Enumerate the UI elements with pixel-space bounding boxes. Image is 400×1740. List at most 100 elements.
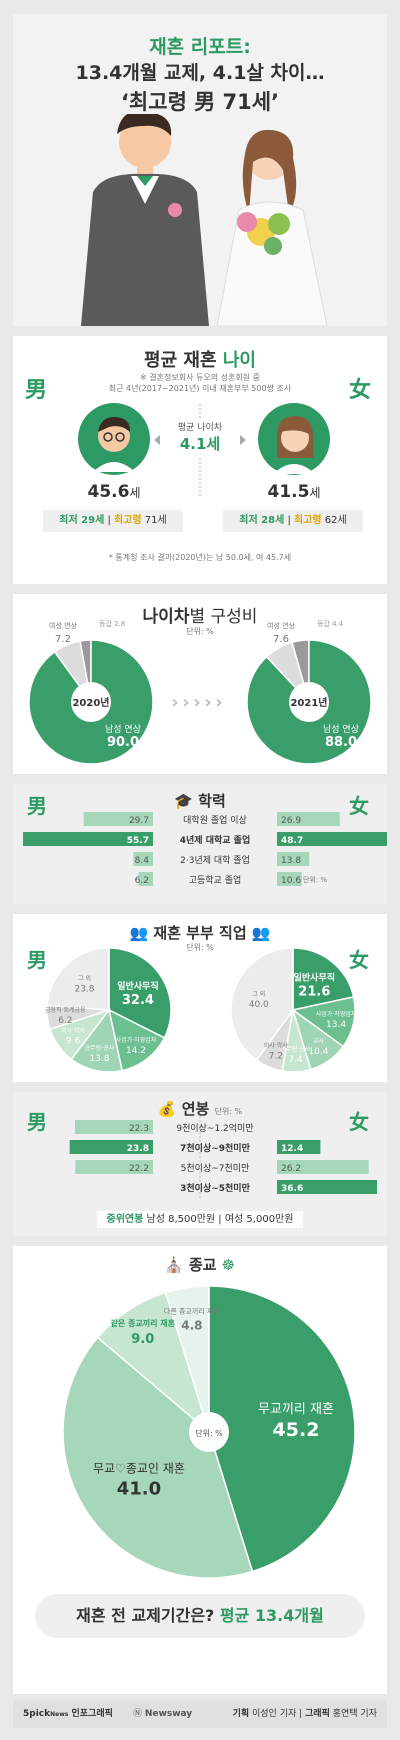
chevron-right-icon-0: › [171,692,178,713]
footer-brand-sub: News [50,1711,69,1718]
footer-newsway-text: Newsway [144,1709,193,1719]
job-label-female-0: 일반사무직 [294,972,335,984]
job-unit: 단위: % [186,943,214,952]
edu-value-male-1: 55.7 [127,836,149,846]
job-label-male-4: 금융직·회계금융 [45,1006,86,1014]
religion-pie: 단위: % 무교끼리 재혼 45.2 무교♡종교인 재혼 41.0 같은 종교끼리 재혼 9… [62,1285,356,1579]
job-value-male-4: 6.2 [58,1016,72,1026]
pie-hole-2020 [71,682,111,722]
job-label-male-2: 공무원·공사 [85,1044,115,1052]
credit-plan-label: 기획 [232,1709,250,1719]
footer-brand: 5pickNews 인포그래픽 [23,1700,113,1729]
edu-value-female-0: 26.9 [281,816,301,826]
male-average-value: 45.6 [87,482,130,502]
job-value-male-3: 9.6 [66,1036,81,1046]
credit-plan: 이성인 기자 [249,1709,297,1719]
female-average-age: 41.5세 [257,482,331,502]
header-title-line1: 재혼 리포트: [149,36,251,58]
pie-label-female-2021: 여성 연상 [267,621,296,630]
age-title-plain: 평균 재혼 [144,350,223,371]
pie-year-label-2021: 2021년 [290,696,327,709]
graduation-cap-icon: 🎓 [174,792,193,810]
job-pie-male-slice-2 [70,1008,124,1073]
salary-median-label: 중위연봉 [106,1214,144,1225]
edu-value-female-3: 10.6 [281,876,301,886]
male-min-age: 최저 29세 [59,515,105,526]
salary-bar-female-2 [277,1160,369,1174]
age-note-2: 최근 4년(2017~2021년) 이내 재혼부부 500쌍 조사 [108,384,292,393]
salary-value-female-1: 12.4 [281,1144,303,1154]
chevron-right-icon-4: › [215,692,222,713]
job-value-male-1: 14.2 [126,1046,146,1056]
religion-label-0: 무교끼리 재혼 [258,1402,334,1417]
credit-graphic: 홍연택 기자 [329,1709,377,1719]
job-value-female-3: 7.4 [288,1055,303,1065]
salary-bar-male-1 [69,1140,153,1154]
job-title-bold: 직업 [219,924,247,942]
edu-category-1: 4년제 대학교 졸업 [180,834,251,846]
female-symbol: 女 [349,377,372,403]
job-label-female-5: 그 외 [252,991,265,998]
education-title: 🎓 학력 [13,790,387,811]
edu-value-male-3: 6.2 [135,876,149,886]
salary-title: 💰 연봉 단위: % [13,1098,387,1119]
pie-label-male-2020: 남성 연상 [105,724,141,735]
pie-label-same-2021: 동갑 4.4 [317,620,344,628]
education-female-symbol: 女 [349,794,369,818]
edu-bar-female-1 [277,832,387,846]
job-label-female-3: 공무원·공사 [281,1045,311,1053]
pie-value-male-2020: 90.0 [107,735,139,750]
religion-pie-slice-2 [96,1291,211,1435]
job-male-symbol: 男 [27,948,47,972]
temple-icon: ☸ [221,1256,236,1274]
education-panel: 🎓 학력 男 女 29.7 대학원 졸업 이상 26.9 55.7 4년제 대학교 졸업… [13,784,387,904]
religion-label-3: 다른 종교끼리 재혼 [164,1306,221,1315]
pie-value-female-2020: 7.2 [55,634,71,645]
age-panel: 평균 재혼 나이 ※ 결혼정보회사 듀오의 성혼회원 중 최근 4년(2017~… [13,336,387,584]
male-min-max-box: 최저 29세 | 최고령 71세 [43,510,183,532]
female-average-unit: 세 [309,486,321,500]
job-value-male-0: 32.4 [122,993,154,1008]
dating-question: 재혼 전 교제기간은? [76,1606,215,1625]
education-bars: 29.7 대학원 졸업 이상 26.9 55.7 4년제 대학교 졸업 48.7 8.4 2·… [23,812,387,886]
edu-unit-label: 단위: % [303,875,327,884]
religion-unit-label: 단위: % [195,1428,223,1438]
pie-label-male-2021: 남성 연상 [323,724,359,735]
edu-bar-female-0 [277,812,340,826]
edu-bar-male-1 [23,832,154,846]
edu-category-3: 고등학교 졸업 [189,875,242,886]
male-symbol: 男 [25,377,48,403]
salary-category-1: 7천이상~9천미만 [180,1142,250,1154]
salary-value-male-2: 22.2 [129,1164,149,1174]
job-value-female-2: 10.4 [308,1047,328,1057]
job-value-female-5: 40.0 [249,1000,269,1010]
edu-value-male-2: 8.4 [135,856,150,866]
female-average-value: 41.5 [267,482,310,502]
religion-title-text: 종교 [188,1256,217,1274]
salary-bar-male-0 [74,1120,153,1134]
footer: 5pickNews 인포그래픽 Ⓝ Newsway 기획 이성인 기자 | 그래… [13,1700,387,1728]
people-icon-right: 👥 [251,924,271,942]
salary-value-female-2: 26.2 [281,1164,301,1174]
salary-value-female-3: 36.6 [281,1184,303,1194]
job-label-male-5: 그 외 [78,976,91,983]
job-title-plain: 재혼 부부 [153,924,220,942]
male-average-age: 45.6세 [77,482,151,502]
age-title-bold: 나이 [222,350,256,371]
female-min-max-box: 최저 28세 | 최고령 62세 [223,510,363,532]
chevron-right-icon-3: › [204,692,211,713]
composition-title-bold: 나이차 [142,607,190,627]
job-label-male-0: 일반사무직 [117,980,158,992]
education-male-symbol: 男 [27,794,47,818]
job-value-female-0: 21.6 [298,985,330,1000]
male-max-age: 71세 [144,515,167,526]
job-label-female-4: 의사·약사 [264,1041,288,1049]
job-value-male-5: 23.8 [74,985,94,995]
religion-pie-hole [189,1412,229,1452]
religion-value-3: 4.8 [181,1318,202,1332]
salary-bar-male-2 [75,1160,153,1174]
salary-bars: 22.3 9천이상~1.2억미만 23.8 7천이상~9천미만 12.4 22.2 5천이상… [69,1116,377,1200]
religion-value-0: 45.2 [273,1419,320,1441]
edu-bar-female-3 [277,872,302,886]
pie-label-same-2020: 동갑 2.8 [99,620,125,628]
